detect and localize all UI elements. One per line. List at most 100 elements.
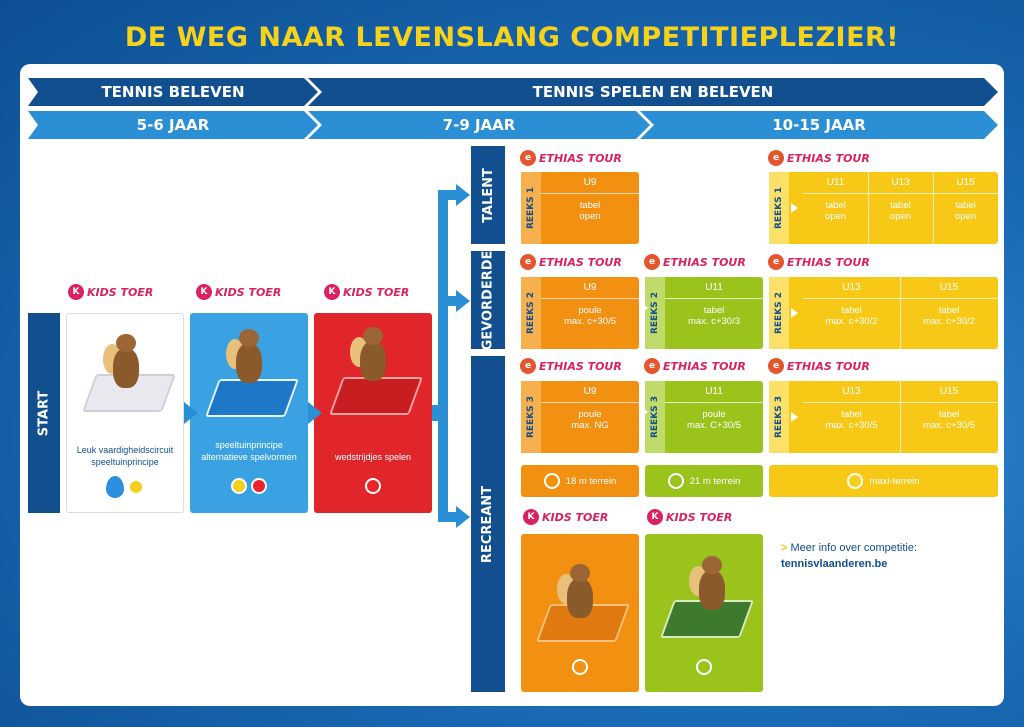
tab-recreant: RECREANT: [471, 356, 505, 692]
tennis-ball-yellow-icon: [847, 473, 864, 489]
format-line: max. c+30/5: [825, 420, 878, 431]
format-line: open: [824, 211, 847, 222]
tennis-ball-red-icon: [365, 477, 381, 494]
reeks-side: REEKS 1: [521, 172, 541, 244]
arrow-right-icon: [184, 402, 198, 424]
flow-connector: [438, 512, 458, 522]
ethias-tour-logo: e ETHIAS TOUR: [644, 254, 746, 270]
ribbon-label: 7-9 JAAR: [442, 116, 516, 134]
logo-text: KIDS TOER: [215, 285, 282, 299]
kids-card-speeltuin: speeltuinprincipe alternatieve spelvorme…: [190, 313, 308, 513]
logo-text: ETHIAS TOUR: [539, 255, 622, 269]
flow-connector: [438, 296, 458, 306]
reeks-column: U11 tabel open: [803, 172, 868, 222]
format-line: max. c+30/3: [687, 316, 740, 327]
reeks-recreant-7-9: REEKS 3 U9 poule max. NG: [521, 381, 639, 453]
tennis-ball-green-icon: [696, 658, 712, 675]
format-line: tabel: [825, 200, 846, 211]
tab-start: START: [28, 313, 60, 513]
format-line: tabel: [703, 305, 725, 316]
format-line: tabel: [890, 200, 911, 211]
kids-toer-logo: K KIDS TOER: [523, 509, 608, 525]
ethias-tour-mark: e: [644, 254, 660, 270]
beaver-mascot: [226, 329, 272, 389]
reeks-side: REEKS 3: [769, 381, 789, 453]
format-line: tabel: [938, 409, 960, 420]
kids-card-green: [645, 534, 763, 692]
age-category: U13: [803, 277, 900, 299]
kids-toer-mark: K: [68, 284, 84, 300]
reeks-column: U11 poule max. C+30/5: [665, 381, 763, 431]
reeks-column: U9 poule max. c+30/5: [541, 277, 639, 327]
age-category: U13: [803, 381, 900, 403]
format-line: max. c+30/2: [922, 316, 975, 327]
logo-text: KIDS TOER: [666, 510, 733, 524]
arrow-right-icon: [308, 402, 322, 424]
tab-gevorderde: GEVORDERDE: [471, 250, 505, 350]
terrain-maxi: maxi-terrein: [769, 465, 998, 497]
kids-toer-logo: K KIDS TOER: [647, 509, 732, 525]
reeks-gevorderde-u11: REEKS 2 U11 tabel max. c+30/3: [645, 277, 763, 349]
logo-text: KIDS TOER: [87, 285, 154, 299]
tennis-ball-orange-icon: [543, 473, 560, 489]
logo-text: KIDS TOER: [343, 285, 410, 299]
arrow-right-icon: [456, 506, 470, 528]
reeks-label: REEKS 1: [526, 186, 537, 230]
ribbon-label: TENNIS SPELEN EN BELEVEN: [532, 83, 774, 101]
reeks-side: REEKS 1: [769, 172, 789, 244]
ethias-tour-logo: e ETHIAS TOUR: [520, 254, 622, 270]
logo-text: ETHIAS TOUR: [787, 151, 870, 165]
tab-label: GEVORDERDE: [480, 250, 496, 350]
reeks-gevorderde-10-15: REEKS 2 U13 tabel max. c+30/2 U15 tabel ma…: [769, 277, 998, 349]
reeks-side: REEKS 2: [769, 277, 789, 349]
terrain-label: 18 m terrein: [565, 475, 617, 487]
reeks-column: U9 tabel open: [541, 172, 639, 222]
format-line: open: [579, 211, 601, 222]
caption-line: wedstrijdjes spelen: [334, 452, 412, 462]
tab-talent: TALENT: [471, 146, 505, 244]
info-text: Meer info over competitie:: [790, 542, 918, 554]
reeks-gevorderde-7-9: REEKS 2 U9 poule max. c+30/5: [521, 277, 639, 349]
age-category: U9: [541, 381, 639, 403]
kids-toer-mark: K: [324, 284, 340, 300]
format-line: max. C+30/5: [686, 420, 742, 431]
ribbon-age-5-6: 5-6 JAAR: [28, 111, 318, 139]
terrain-18m: 18 m terrein: [521, 465, 639, 497]
card-caption: speeltuinprincipe alternatieve spelvorme…: [190, 439, 308, 463]
reeks-recreant-10-15: REEKS 3 U13 tabel max. c+30/5 U15 tabel ma…: [769, 381, 998, 453]
ethias-tour-mark: e: [520, 254, 536, 270]
arrow-right-icon: [456, 184, 470, 206]
kids-toer-mark: K: [523, 509, 539, 525]
format-line: tabel: [938, 305, 960, 316]
age-category: U9: [541, 277, 639, 299]
tennis-ball-yellow-icon: [128, 479, 145, 495]
kids-toer-logo: K KIDS TOER: [196, 284, 281, 300]
kids-toer-logo: K KIDS TOER: [68, 284, 153, 300]
card-caption: Leuk vaardigheidscircuit speeltuinprinci…: [67, 444, 183, 468]
kids-toer-mark: K: [647, 509, 663, 525]
arrow-right-icon: [640, 302, 648, 314]
ethias-tour-logo: e ETHIAS TOUR: [768, 358, 870, 374]
kids-toer-mark: K: [196, 284, 212, 300]
reeks-label: REEKS 2: [526, 291, 537, 335]
kids-card-circuit: Leuk vaardigheidscircuit speeltuinprinci…: [66, 313, 184, 513]
reeks-talent-10-15: REEKS 1 U11 tabel open U13 tabel open U15 …: [769, 172, 998, 244]
reeks-column: U13 tabel open: [868, 172, 933, 222]
format-line: max. NG: [571, 420, 609, 431]
ethias-tour-logo: e ETHIAS TOUR: [768, 254, 870, 270]
tennis-ball-red-icon: [251, 477, 268, 494]
format-line: max. c+30/5: [922, 420, 975, 431]
info-link[interactable]: tennisvlaanderen.be: [781, 558, 888, 570]
balloon-icon: [105, 476, 124, 498]
terrain-21m: 21 m terrein: [645, 465, 763, 497]
beaver-mascot: [557, 564, 603, 624]
format-line: poule: [578, 409, 602, 420]
caption-line: Leuk vaardigheidscircuit: [76, 445, 174, 455]
reeks-column: U15 tabel open: [933, 172, 998, 222]
terrain-label: 21 m terrein: [689, 475, 741, 487]
logo-text: ETHIAS TOUR: [787, 255, 870, 269]
arrow-right-icon: [640, 406, 648, 418]
flow-connector: [438, 190, 458, 200]
ribbon-label: TENNIS BELEVEN: [101, 83, 245, 101]
ethias-tour-logo: e ETHIAS TOUR: [520, 358, 622, 374]
